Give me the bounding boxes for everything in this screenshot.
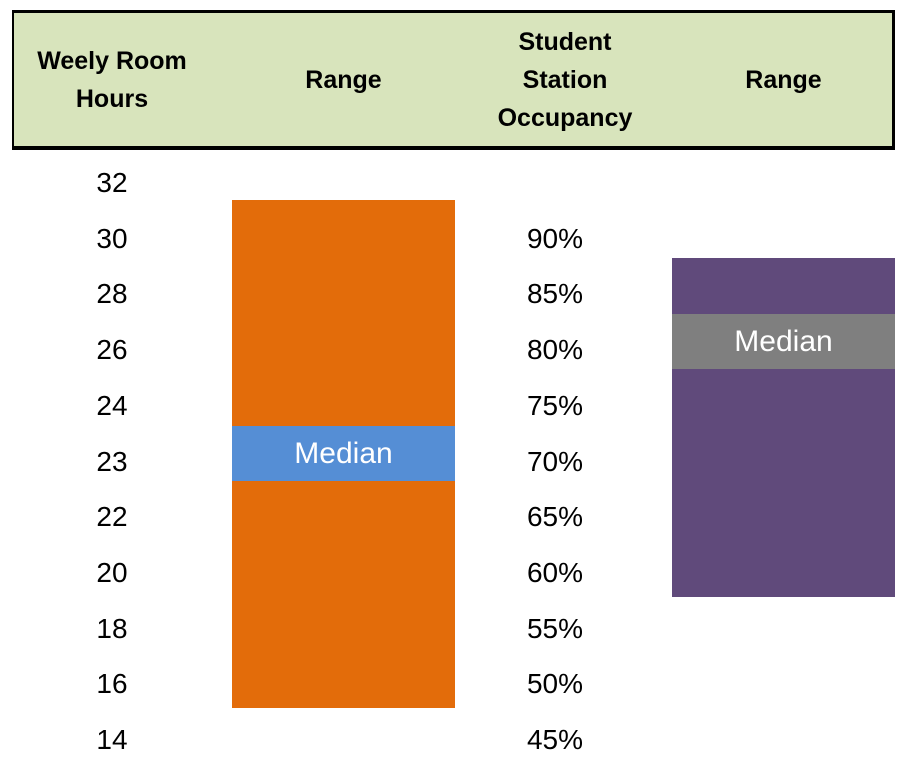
header-cell: Student Station Occupancy: [497, 28, 633, 132]
hours-cell: 23: [96, 445, 128, 477]
hours-cell: 22: [96, 501, 128, 533]
occupancy-cell: 90%: [526, 222, 584, 254]
occupancy-cell: 50%: [526, 668, 584, 700]
occupancy-cell: 65%: [526, 501, 584, 533]
header-cell: Weely Room Hours: [37, 47, 187, 113]
header-cell: Range: [745, 66, 822, 94]
occupancy-cell: 45%: [526, 724, 584, 755]
occupancy-median: Median: [672, 314, 895, 369]
occupancy-cell: 60%: [526, 556, 584, 588]
occupancy-cell: 55%: [526, 612, 584, 644]
hours-cell: 26: [96, 334, 128, 366]
hours-cell: 30: [96, 222, 128, 254]
header-background: [12, 10, 895, 150]
occupancy-range-block: [672, 258, 895, 597]
hours-cell: 18: [96, 612, 128, 644]
occupancy-cell: 70%: [526, 445, 584, 477]
header-cell: Range: [305, 66, 382, 94]
occupancy-cell: 80%: [526, 334, 584, 366]
hours-cell: 14: [96, 724, 128, 755]
hours-cell: 20: [96, 556, 128, 588]
hours-median: Median: [232, 426, 455, 481]
occupancy-cell: 85%: [526, 278, 584, 310]
hours-cell: 16: [96, 668, 128, 700]
hours-cell: 28: [96, 278, 128, 310]
hours-cell: 24: [96, 389, 128, 421]
hours-cell: 32: [96, 167, 128, 198]
occupancy-cell: 75%: [526, 389, 584, 421]
